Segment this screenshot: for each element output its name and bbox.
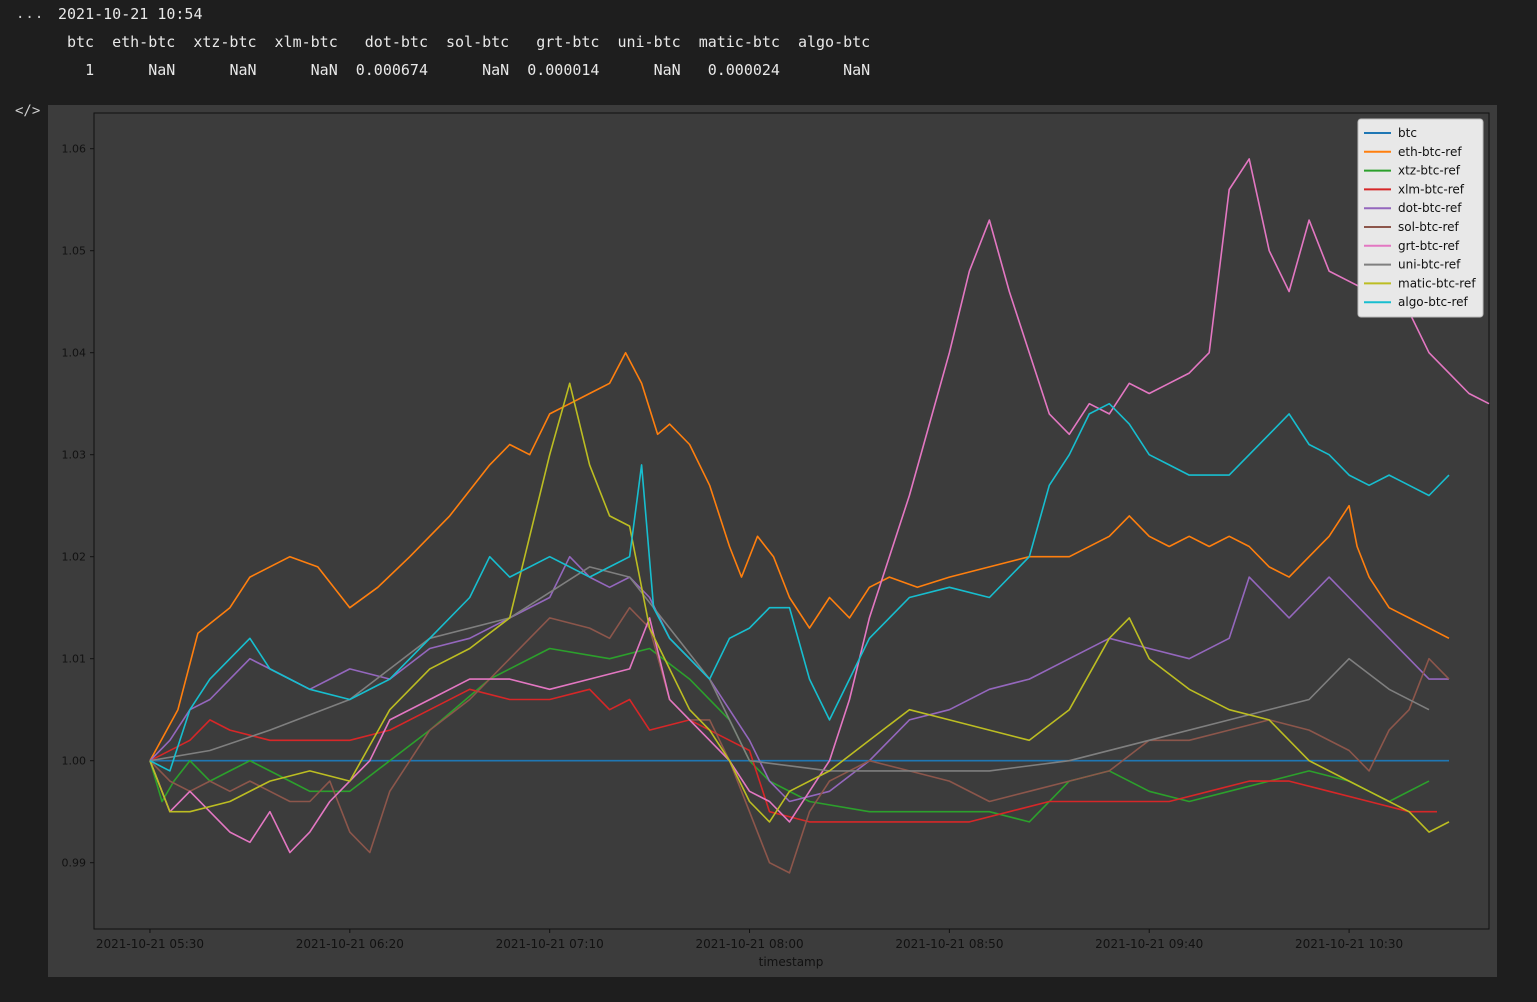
chart-panel: 0.99 1.00 1.01 1.02 1.03 1.04 1.05 1.06 2021-10… — [48, 105, 1497, 977]
y-tick-label: 0.99 — [62, 857, 87, 870]
y-tick-label: 1.05 — [62, 245, 87, 258]
series-line-grt-btc-ref — [149, 158, 1490, 854]
legend-box — [1357, 118, 1484, 318]
y-axis: 0.99 1.00 1.01 1.02 1.03 1.04 1.05 1.06 — [62, 143, 94, 870]
legend-label-matic-btc-ref: matic-btc-ref — [1398, 276, 1476, 290]
series-line-xlm-btc-ref — [149, 688, 1437, 823]
legend-label-algo-btc-ref: algo-btc-ref — [1398, 295, 1469, 309]
code-icon[interactable]: </> — [15, 103, 41, 119]
x-tick-label: 2021-10-21 07:10 — [496, 937, 604, 951]
series-line-matic-btc-ref — [149, 382, 1450, 833]
y-tick-label: 1.01 — [62, 653, 87, 666]
x-tick-label: 2021-10-21 05:30 — [96, 937, 204, 951]
y-tick-label: 1.02 — [62, 551, 87, 564]
legend-label-btc: btc — [1398, 126, 1417, 140]
column-header-eth-btc: eth-btc — [112, 33, 176, 51]
x-tick-label: 2021-10-21 09:40 — [1095, 937, 1203, 951]
column-header-uni-btc: uni-btc — [617, 33, 681, 51]
legend-label-xlm-btc-ref: xlm-btc-ref — [1398, 182, 1465, 196]
legend-label-eth-btc-ref: eth-btc-ref — [1398, 145, 1462, 159]
table-cell-xtz-btc: NaN — [229, 61, 257, 79]
table-row: 1 NaN NaN NaN 0.000674 NaN 0.000014 NaN 0.000024… — [58, 55, 879, 81]
x-tick-label: 2021-10-21 10:30 — [1295, 937, 1403, 951]
column-header-btc: btc — [67, 33, 95, 51]
cell-collapse-ellipsis[interactable]: ... — [16, 6, 45, 22]
column-header-matic-btc: matic-btc — [698, 33, 780, 51]
y-tick-label: 1.04 — [62, 347, 87, 360]
column-header-algo-btc: algo-btc — [797, 33, 871, 51]
series-line-eth-btc-ref — [149, 351, 1450, 762]
table-header-row: btc eth-btc xtz-btc xlm-btc dot-btc sol-btc gr… — [58, 31, 879, 55]
x-axis: 2021-10-21 05:30 2021-10-21 06:20 2021-10-… — [96, 929, 1403, 951]
table-cell-xlm-btc: NaN — [310, 61, 338, 79]
line-chart: 0.99 1.00 1.01 1.02 1.03 1.04 1.05 1.06 2021-10… — [62, 112, 1490, 969]
column-header-xtz-btc: xtz-btc — [193, 33, 257, 51]
legend-label-uni-btc-ref: uni-btc-ref — [1398, 258, 1461, 272]
column-header-xlm-btc: xlm-btc — [274, 33, 338, 51]
dataframe-table: btc eth-btc xtz-btc xlm-btc dot-btc sol-btc gr… — [58, 31, 879, 81]
plot-area — [93, 112, 1490, 930]
legend-label-xtz-btc-ref: xtz-btc-ref — [1398, 164, 1461, 178]
series-line-dot-btc-ref — [149, 555, 1449, 803]
column-header-sol-btc: sol-btc — [446, 33, 510, 51]
series-line-uni-btc-ref — [149, 566, 1430, 772]
legend-label-sol-btc-ref: sol-btc-ref — [1398, 220, 1460, 234]
table-cell-uni-btc: NaN — [653, 61, 681, 79]
series-lines — [149, 158, 1490, 874]
x-tick-label: 2021-10-21 08:00 — [695, 937, 803, 951]
y-tick-label: 1.03 — [62, 449, 87, 462]
x-axis-label: timestamp — [759, 955, 824, 969]
table-cell-dot-btc: 0.000674 — [355, 61, 428, 79]
output-timestamp: 2021-10-21 10:54 — [58, 5, 203, 23]
legend: btc eth-btc-ref xtz-btc-ref xlm-btc-ref dot-… — [1357, 118, 1484, 318]
table-cell-eth-btc: NaN — [148, 61, 176, 79]
series-line-sol-btc-ref — [149, 606, 1450, 874]
table-cell-sol-btc: NaN — [482, 61, 510, 79]
legend-label-dot-btc-ref: dot-btc-ref — [1398, 201, 1462, 215]
series-line-algo-btc-ref — [149, 402, 1450, 772]
table-cell-algo-btc: NaN — [843, 61, 871, 79]
table-cell-btc: 1 — [85, 61, 95, 79]
y-tick-label: 1.06 — [62, 143, 87, 156]
x-tick-label: 2021-10-21 06:20 — [296, 937, 404, 951]
table-cell-matic-btc: 0.000024 — [707, 61, 780, 79]
table-cell-grt-btc: 0.000014 — [527, 61, 600, 79]
column-header-grt-btc: grt-btc — [536, 33, 600, 51]
legend-label-grt-btc-ref: grt-btc-ref — [1398, 239, 1460, 253]
x-tick-label: 2021-10-21 08:50 — [895, 937, 1003, 951]
column-header-dot-btc: dot-btc — [364, 33, 428, 51]
y-tick-label: 1.00 — [62, 755, 87, 768]
